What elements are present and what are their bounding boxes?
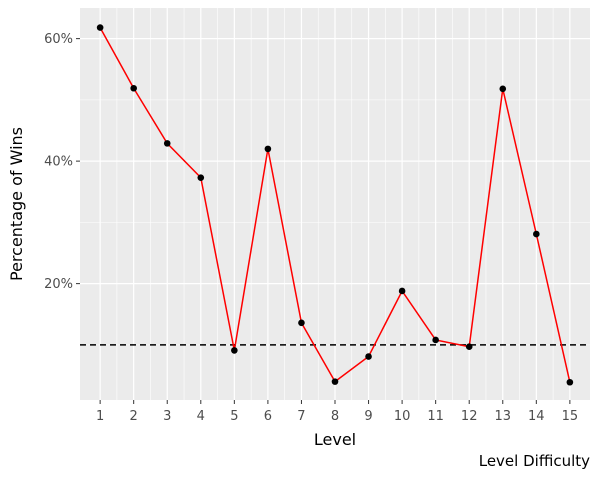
data-point <box>331 378 339 385</box>
x-tick-label: 12 <box>461 409 478 424</box>
y-tick-label: 20% <box>44 277 73 292</box>
data-point <box>298 319 305 327</box>
data-point <box>163 140 171 147</box>
x-tick-label: 13 <box>494 409 511 424</box>
x-tick-label: 10 <box>394 409 411 424</box>
y-tick-label: 40% <box>44 155 73 170</box>
y-axis: 20% 40% 60% <box>44 32 80 292</box>
x-tick-label: 11 <box>427 409 444 424</box>
x-tick-label: 9 <box>364 409 372 424</box>
data-point <box>533 230 540 238</box>
x-axis: 1 2 3 4 5 6 7 8 9 10 11 12 13 14 15 <box>96 400 578 424</box>
caption: Level Difficulty <box>479 452 590 470</box>
data-point <box>365 353 372 360</box>
x-tick-label: 15 <box>562 409 579 424</box>
data-point <box>130 84 137 92</box>
data-points <box>96 24 574 386</box>
x-tick-label: 14 <box>528 409 545 424</box>
x-tick-label: 5 <box>230 409 238 424</box>
x-tick-label: 1 <box>96 409 104 424</box>
data-point <box>432 336 439 344</box>
data-point <box>264 145 272 153</box>
data-point <box>566 378 574 386</box>
data-point <box>465 343 473 351</box>
x-tick-label: 8 <box>331 409 339 424</box>
x-tick-label: 4 <box>197 409 205 424</box>
data-point <box>197 174 205 181</box>
x-tick-label: 7 <box>297 409 305 424</box>
grid-major <box>80 8 590 400</box>
data-point <box>398 287 406 295</box>
y-tick-label: 60% <box>44 32 73 47</box>
x-tick-label: 3 <box>163 409 171 424</box>
data-point <box>499 85 507 93</box>
x-tick-label: 2 <box>130 409 138 424</box>
y-axis-title: Percentage of Wins <box>7 127 26 281</box>
data-point <box>96 24 104 31</box>
data-point <box>231 347 238 354</box>
x-axis-title: Level <box>314 430 356 449</box>
x-tick-label: 6 <box>264 409 272 424</box>
